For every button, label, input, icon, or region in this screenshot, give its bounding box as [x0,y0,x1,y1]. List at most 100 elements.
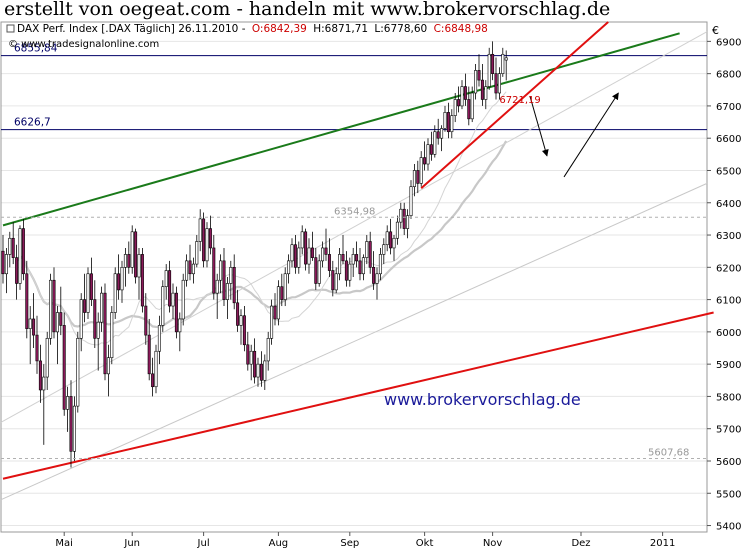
candle [351,247,355,277]
candle-body [334,273,338,291]
candle [239,309,243,345]
candle-body [168,270,172,307]
candle-body [222,260,226,300]
candle [450,109,454,139]
long-term-guide-line [0,182,708,501]
candle-body [477,70,481,81]
candle [331,260,335,297]
candle-body [191,263,195,275]
svg-text:DAX Perf. Index [.DAX Täglich]: DAX Perf. Index [.DAX Täglich] 26.11.201… [17,23,488,35]
candle-body [338,254,342,275]
candle [375,267,379,300]
candle-body [372,267,376,284]
candle-body [89,273,93,300]
candle-body [266,338,270,362]
chart-watermark: www.brokervorschlag.de [384,390,581,409]
trendlines [2,21,714,480]
candle-body [348,263,352,281]
candle [59,286,63,336]
y-tick-label: 6600 [716,134,741,145]
candle-body [273,305,277,320]
candle [66,386,70,432]
x-tick-label: Aug [269,538,289,549]
candle-body [212,247,216,294]
y-tick-label: 5500 [716,489,741,500]
candle [409,180,413,219]
candle [4,247,8,294]
candle-body [256,363,260,378]
candle-body [59,312,63,326]
x-tick-label: 2011 [650,538,675,549]
y-tick-label: 6000 [716,328,741,339]
candle-body [208,228,212,249]
candle-body [402,208,406,229]
candle [205,222,209,268]
candle [297,241,301,274]
candle-body [389,231,393,249]
candle [440,125,444,152]
candle [474,63,478,100]
candle-body [202,218,206,262]
candle [504,50,508,81]
candle-body [484,86,488,100]
y-tick-label: 6700 [716,102,741,113]
candle-body [215,279,219,294]
candle-body [1,250,5,275]
horizontal-levels: 6855,84 6626,7 [1,43,707,131]
candle [113,267,117,319]
candle [287,254,291,284]
candle-body [49,279,53,339]
candle-body [416,170,420,184]
currency-label: € [712,24,719,37]
candle [443,105,447,132]
candle-body [501,53,505,74]
candle-body [423,157,427,165]
candle [310,231,314,261]
candle-body [25,273,29,329]
candle [348,257,352,287]
candle-body [327,254,331,271]
candle [120,260,124,303]
candle-body [239,315,243,326]
candle-body [331,270,335,291]
x-tick-label: Nov [483,538,503,549]
candle [123,247,127,287]
candle [62,312,66,416]
candle-body [52,279,56,333]
candle [463,73,467,106]
candle [249,344,253,381]
candle [55,306,59,365]
chart-axes: 5400 5500 5600 5700 5800 5900 6000 6100 6200 6300… [0,21,741,549]
candle-body [120,267,124,291]
candle-body [440,128,444,139]
candle [110,306,114,365]
candle [79,293,83,352]
candle-body [480,79,484,100]
candle-body [147,334,151,375]
candle [280,273,284,307]
chart-info-bar: DAX Perf. Index [.DAX Täglich] 26.11.201… [6,23,488,50]
candle [52,267,56,339]
candle-body [368,241,372,268]
candle-body [117,273,121,291]
x-tick-label: Mai [55,538,73,549]
candle-body [35,334,39,362]
y-tick-label: 5700 [716,425,741,436]
candle-body [450,115,454,133]
candle [314,247,318,290]
x-tick-label: Jul [197,538,210,549]
candle [497,67,501,100]
candle-body [365,241,369,258]
candle [117,254,121,300]
horizontal-level-label: 6855,84 [14,43,58,55]
candle [127,241,131,274]
candle [446,102,450,139]
candle-body [113,273,117,313]
candle [83,273,87,323]
scenario-arrow [529,96,549,157]
candle [164,264,168,300]
candle [89,257,93,307]
y-tick-label: 5600 [716,457,741,468]
candle-body [259,363,263,381]
candle-body [55,312,59,333]
